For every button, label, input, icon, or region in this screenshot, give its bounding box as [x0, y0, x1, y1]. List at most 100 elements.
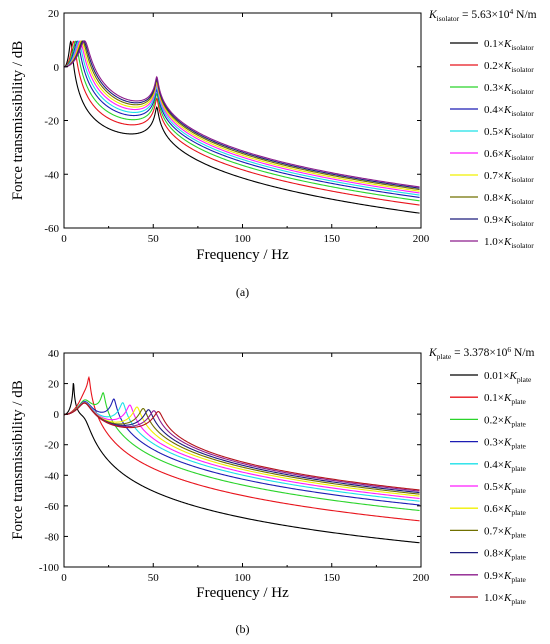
x-tick-label: 200 — [413, 572, 430, 584]
legend-item: 0.7×Kisolator — [450, 170, 534, 184]
series-line-8 — [64, 402, 420, 495]
legend-item: 0.8×Kisolator — [450, 192, 534, 206]
legend-item: 1.0×Kplate — [450, 592, 527, 606]
legend-item: 0.9×Kisolator — [450, 214, 534, 228]
y-tick-label: -20 — [44, 440, 59, 452]
legend-item: 0.3×Kisolator — [450, 82, 534, 96]
legend-item: 1.0×Kisolator — [450, 236, 534, 250]
chart-panel-a: 0 50 100 150 200 -60 -40 -20 0 20 Frequency / Hz Fo… — [10, 7, 537, 299]
x-tick-label: 50 — [148, 233, 160, 245]
legend-item: 0.1×Kisolator — [450, 38, 534, 52]
legend-item: 0.2×Kisolator — [450, 60, 534, 74]
legend-label: 0.4×Kisolator — [484, 104, 534, 118]
series-line-7 — [64, 402, 420, 497]
y-tick-label: -40 — [44, 470, 59, 482]
x-tick-label: 0 — [61, 233, 67, 245]
legend-label: 0.5×Kisolator — [484, 126, 534, 140]
chart-panel-b: 0 50 100 150 200 -100 -80 -60 -40 -20 0 20 40 Frequen… — [10, 345, 534, 636]
y-tick-label: 20 — [48, 379, 60, 391]
series-line-5 — [64, 40, 420, 196]
x-axis-title: Frequency / Hz — [196, 585, 289, 601]
y-tick-label: -100 — [39, 562, 60, 574]
x-tick-label: 0 — [61, 572, 67, 584]
legend-label: 0.7×Kplate — [484, 525, 527, 539]
y-axis-title: Force transmissibility / dB — [10, 41, 26, 201]
legend-label: 0.9×Kplate — [484, 570, 527, 584]
legend-item: 0.5×Kisolator — [450, 126, 534, 140]
legend-label: 0.1×Kisolator — [484, 38, 534, 52]
y-tick-label: 40 — [48, 348, 60, 360]
legend-item: 0.4×Kisolator — [450, 104, 534, 118]
x-tick-label: 50 — [148, 572, 160, 584]
legend-item: 0.3×Kplate — [450, 437, 527, 451]
stiffness-header: Kisolator = 5.63×104 N/m — [428, 7, 537, 23]
x-tick-label: 100 — [234, 233, 251, 245]
legend-label: 0.6×Kplate — [484, 503, 527, 517]
legend-item: 0.6×Kplate — [450, 503, 527, 517]
y-axis-title: Force transmissibility / dB — [10, 380, 26, 540]
legend-label: 0.5×Kplate — [484, 481, 527, 495]
y-tick-label: -60 — [44, 223, 59, 235]
series-line-9 — [64, 40, 420, 189]
series-line-1 — [64, 383, 420, 544]
legend-item: 0.7×Kplate — [450, 525, 527, 539]
series-group — [64, 40, 420, 214]
y-tick-label: -20 — [44, 116, 59, 128]
legend-label: 0.3×Kplate — [484, 437, 527, 451]
legend-label: 0.1×Kplate — [484, 392, 527, 406]
legend-label: 0.9×Kisolator — [484, 214, 534, 228]
legend-label: 0.3×Kisolator — [484, 82, 534, 96]
legend-label: 1.0×Kisolator — [484, 236, 534, 250]
legend-label: 0.2×Kplate — [484, 414, 527, 428]
series-line-10 — [64, 40, 420, 188]
legend-item: 0.01×Kplate — [450, 370, 532, 384]
legend-label: 0.8×Kplate — [484, 548, 527, 562]
series-group — [64, 375, 420, 544]
legend-item: 0.4×Kplate — [450, 459, 527, 473]
legend-item: 0.1×Kplate — [450, 392, 527, 406]
series-line-3 — [64, 40, 420, 202]
legend-label: 0.7×Kisolator — [484, 170, 534, 184]
x-tick-label: 150 — [324, 572, 341, 584]
legend: 0.01×Kplate 0.1×Kplate 0.2×Kplate 0.3×Kplat… — [450, 370, 532, 606]
series-line-2 — [64, 375, 420, 522]
legend: 0.1×Kisolator 0.2×Kisolator 0.3×Kisolator 0… — [450, 38, 534, 250]
series-line-3 — [64, 391, 420, 512]
series-line-8 — [64, 40, 420, 191]
y-tick-label: -60 — [44, 501, 59, 513]
legend-item: 0.5×Kplate — [450, 481, 527, 495]
legend-label: 0.6×Kisolator — [484, 148, 534, 162]
series-line-4 — [64, 398, 420, 506]
series-line-5 — [64, 401, 420, 502]
legend-item: 0.9×Kplate — [450, 570, 527, 584]
legend-item: 0.6×Kisolator — [450, 148, 534, 162]
x-tick-label: 150 — [324, 233, 341, 245]
x-axis-title: Frequency / Hz — [196, 247, 289, 263]
series-line-2 — [64, 40, 420, 206]
series-line-4 — [64, 40, 420, 198]
legend-item: 0.8×Kplate — [450, 548, 527, 562]
legend-label: 0.8×Kisolator — [484, 192, 534, 206]
legend-item: 0.2×Kplate — [450, 414, 527, 428]
legend-label: 0.2×Kisolator — [484, 60, 534, 74]
series-line-11 — [64, 402, 420, 491]
y-tick-label: 0 — [54, 409, 60, 421]
x-tick-label: 200 — [413, 233, 430, 245]
series-line-1 — [64, 40, 420, 214]
legend-label: 0.4×Kplate — [484, 459, 527, 473]
panel-label: (b) — [236, 622, 250, 636]
plot-frame — [63, 12, 422, 229]
y-tick-label: 0 — [54, 62, 60, 74]
legend-label: 1.0×Kplate — [484, 592, 527, 606]
y-tick-label: -40 — [44, 169, 59, 181]
panel-label: (a) — [236, 285, 249, 299]
y-tick-label: 20 — [48, 8, 60, 20]
y-tick-label: -80 — [44, 531, 59, 543]
plot-frame — [63, 352, 422, 568]
legend-label: 0.01×Kplate — [484, 370, 532, 384]
series-line-10 — [64, 402, 420, 492]
series-line-7 — [64, 40, 420, 192]
stiffness-header: Kplate = 3.378×106 N/m — [428, 345, 534, 361]
x-tick-label: 100 — [234, 572, 251, 584]
